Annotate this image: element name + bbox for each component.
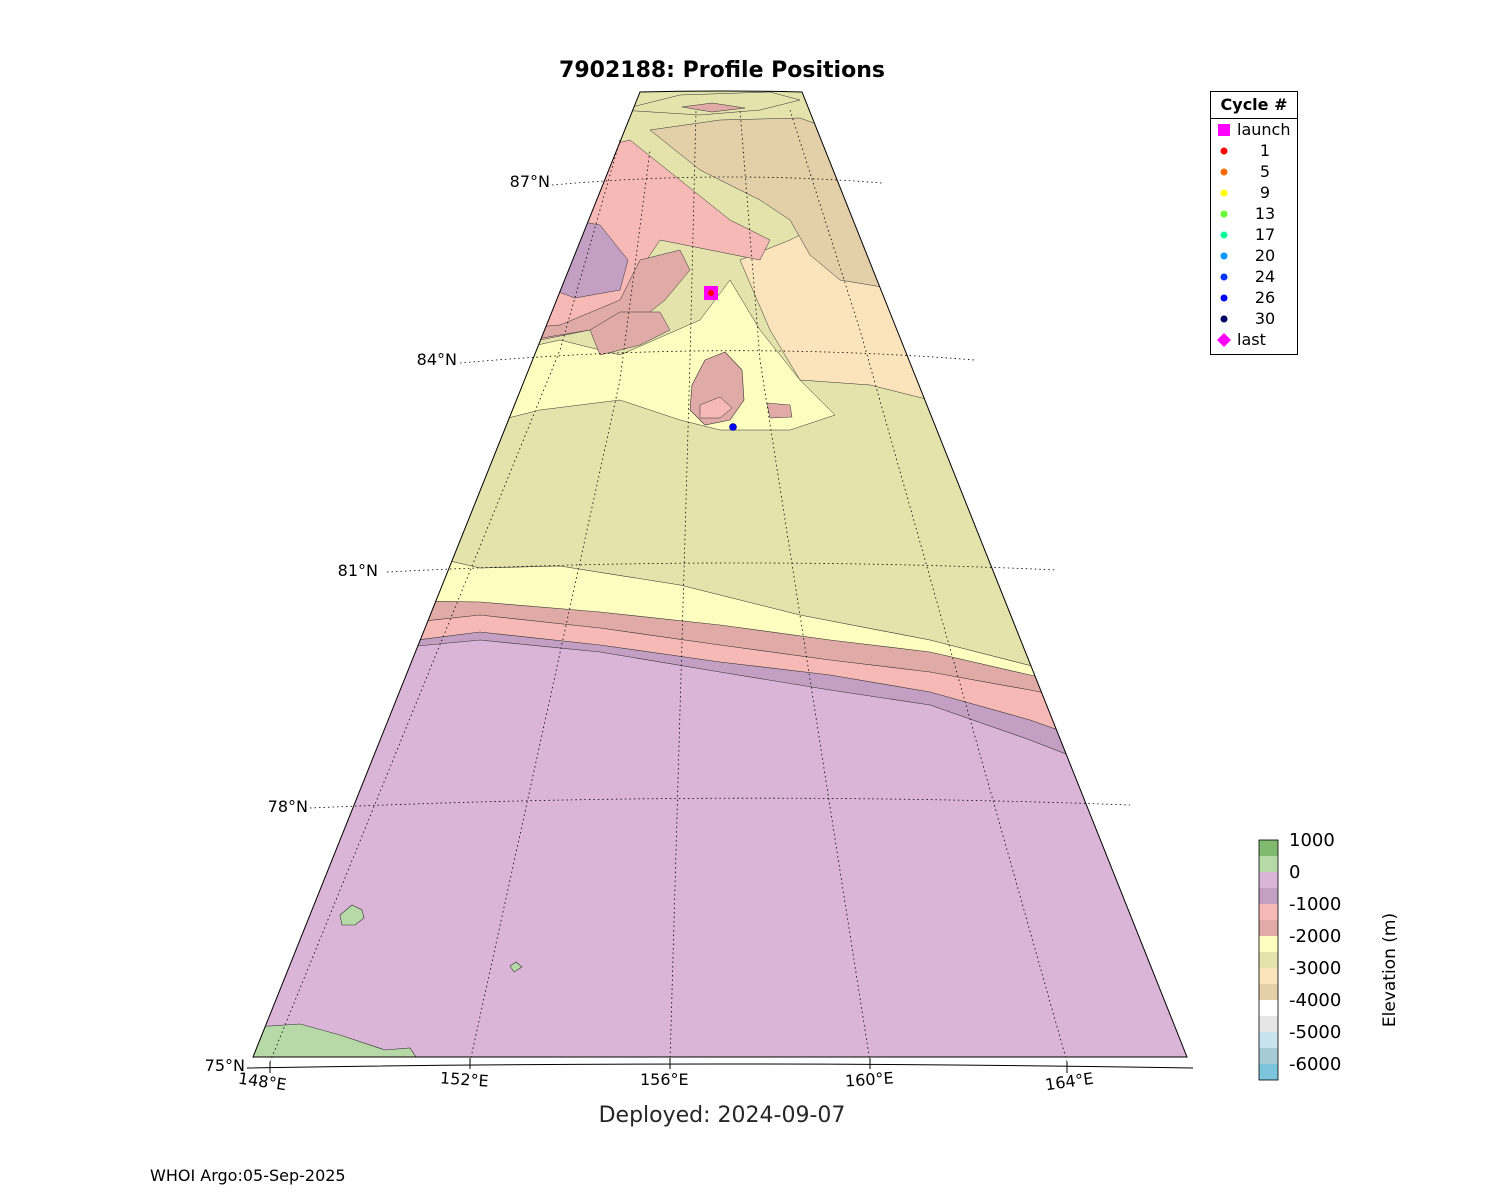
graticule <box>269 109 1131 1063</box>
lat-label-87: 87°N <box>509 172 550 191</box>
bathy-seamount-top <box>699 396 733 419</box>
colorbar-tick-m5000: -5000 <box>1289 1022 1342 1043</box>
deployed-date: Deployed: 2024-09-07 <box>598 1103 846 1128</box>
lat-label-75: 75°N <box>204 1056 245 1075</box>
legend-marker-circle-icon <box>1220 252 1228 260</box>
grid-lat-87 <box>551 176 883 186</box>
footer-credit: WHOI Argo:05-Sep-2025 <box>150 1166 346 1185</box>
grid-lon-148 <box>269 139 621 1063</box>
legend-marker-circle-icon <box>1220 168 1228 176</box>
legend-item-1: 1 <box>1211 140 1297 161</box>
colorbar-swatch <box>1259 984 1278 1000</box>
grid-lon-152 <box>469 149 651 1063</box>
map-frame <box>252 90 1188 1058</box>
colorbar-tick-1000: 1000 <box>1289 830 1335 851</box>
profile-marker <box>729 423 737 431</box>
map-bottom-edge <box>246 1063 1194 1069</box>
legend-label: 13 <box>1254 204 1276 223</box>
lat-label-84: 84°N <box>416 350 457 369</box>
legend-item-20: 20 <box>1211 245 1297 266</box>
legend-label: 20 <box>1254 246 1276 265</box>
legend-marker-circle-icon <box>1220 294 1228 302</box>
colorbar-swatch <box>1259 888 1278 904</box>
legend-marker-diamond-icon <box>1217 333 1231 347</box>
legend-item-5: 5 <box>1211 161 1297 182</box>
legend-label: 26 <box>1254 288 1276 307</box>
lat-label-78: 78°N <box>267 797 308 816</box>
legend-item-30: 30 <box>1211 308 1297 329</box>
legend-item-24: 24 <box>1211 266 1297 287</box>
grid-lon-160 <box>739 109 871 1063</box>
lat-label-81: 81°N <box>337 561 378 580</box>
legend-marker-circle-icon <box>1220 147 1228 155</box>
legend-item-launch: launch <box>1211 119 1297 140</box>
coastline-south <box>253 1023 419 1057</box>
legend-marker-circle-icon <box>1220 189 1228 197</box>
colorbar-frame <box>1258 839 1279 1081</box>
colorbar <box>1258 839 1279 1081</box>
cycle-legend: Cycle # launch 1 5 9 13 17 20 24 26 30 last <box>1210 91 1298 355</box>
colorbar-swatch <box>1259 1016 1278 1032</box>
colorbar-label: Elevation (m) <box>1380 912 1400 1028</box>
colorbar-swatch <box>1259 952 1278 968</box>
legend-label: 30 <box>1254 309 1276 328</box>
legend-label: last <box>1237 330 1266 349</box>
grid-lon-156 <box>669 109 697 1063</box>
colorbar-swatch <box>1259 968 1278 984</box>
legend-label: launch <box>1237 120 1291 139</box>
colorbar-swatch <box>1259 936 1278 952</box>
grid-lat-81 <box>386 562 1058 573</box>
axis-ticks <box>269 1058 1068 1073</box>
colorbar-swatch <box>1259 1032 1278 1048</box>
legend-item-9: 9 <box>1211 182 1297 203</box>
colorbar-tick-m6000: -6000 <box>1289 1054 1342 1075</box>
legend-marker-square-icon <box>1218 124 1230 136</box>
legend-item-last: last <box>1211 329 1297 350</box>
colorbar-tick-m4000: -4000 <box>1289 990 1342 1011</box>
bathy-north-2 <box>681 102 746 113</box>
lon-label-160: 160°E <box>844 1068 895 1091</box>
bathy-small-patch <box>766 402 793 419</box>
lon-label-152: 152°E <box>439 1068 490 1091</box>
colorbar-swatch <box>1259 840 1278 856</box>
colorbar-swatch <box>1259 1064 1278 1080</box>
legend-marker-circle-icon <box>1220 210 1228 218</box>
colorbar-tick-m3000: -3000 <box>1289 958 1342 979</box>
colorbar-swatch <box>1259 920 1278 936</box>
colorbar-tick-0: 0 <box>1289 862 1301 883</box>
colorbar-tick-m1000: -1000 <box>1289 894 1342 915</box>
island-1 <box>339 904 365 926</box>
bathymetry-layer <box>253 91 1187 1057</box>
legend-label: 17 <box>1254 225 1276 244</box>
colorbar-tick-m2000: -2000 <box>1289 926 1342 947</box>
cycle-1-marker <box>708 290 714 296</box>
legend-item-13: 13 <box>1211 203 1297 224</box>
legend-rows: launch 1 5 9 13 17 20 24 26 30 last <box>1211 119 1297 350</box>
chart-title: 7902188: Profile Positions <box>559 58 885 83</box>
legend-item-17: 17 <box>1211 224 1297 245</box>
legend-item-26: 26 <box>1211 287 1297 308</box>
grid-lon-164 <box>789 109 1068 1063</box>
colorbar-swatch <box>1259 1048 1278 1064</box>
grid-lat-78 <box>309 797 1131 809</box>
colorbar-swatch <box>1259 856 1278 872</box>
legend-label: 1 <box>1259 141 1271 160</box>
legend-marker-circle-icon <box>1220 315 1228 323</box>
legend-label: 5 <box>1259 162 1271 181</box>
colorbar-swatch <box>1259 904 1278 920</box>
colorbar-swatch <box>1259 1000 1278 1016</box>
legend-marker-circle-icon <box>1220 231 1228 239</box>
legend-title: Cycle # <box>1211 92 1297 119</box>
bathy-patch-2 <box>589 311 671 356</box>
island-2 <box>509 961 523 973</box>
legend-label: 24 <box>1254 267 1276 286</box>
legend-marker-circle-icon <box>1220 273 1228 281</box>
lon-label-156: 156°E <box>640 1070 689 1089</box>
colorbar-swatch <box>1259 872 1278 888</box>
legend-label: 9 <box>1259 183 1271 202</box>
